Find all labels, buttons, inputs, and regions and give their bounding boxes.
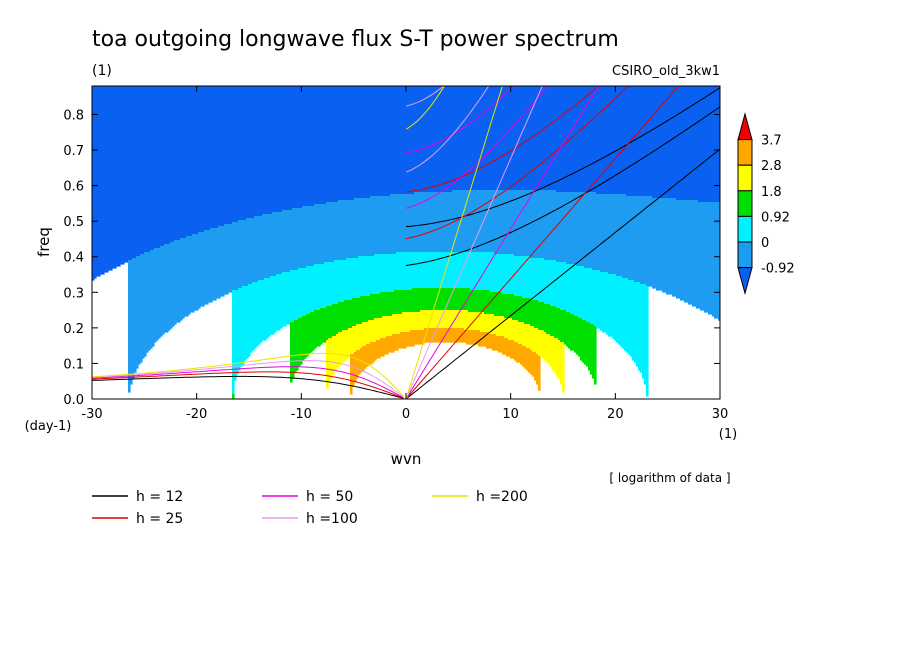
y-tick-label: 0.7 (63, 144, 84, 159)
rossby-curve (92, 375, 404, 399)
y-tick-label: 0.4 (63, 251, 84, 266)
inertia-gravity-n1-curve (405, 86, 630, 240)
colorbar-swatch (737, 215, 753, 243)
y-axis-label: freq (35, 227, 53, 257)
contour-fill (92, 86, 720, 399)
inertia-gravity-n2-curve (405, 86, 515, 154)
kelvin-curve (405, 86, 680, 399)
rossby-curve (92, 352, 404, 397)
legend-label: h = 50 (306, 489, 353, 505)
axes: -30 -20 -10 0 10 20 30 0.0 0.1 0.2 0.3 0.4 0.5 0.6 0.7… (63, 86, 728, 422)
colorbar-label: 1.8 (761, 185, 782, 200)
inertia-gravity-n2-curve (405, 86, 600, 193)
kelvin-curve (405, 148, 720, 399)
x-tick-label: -10 (291, 407, 312, 422)
x-tick-label: 0 (402, 407, 410, 422)
inertia-gravity-n1-curve (405, 106, 720, 266)
legend-label: h = 25 (136, 511, 183, 527)
colorbar-swatch (737, 139, 753, 166)
inertia-gravity-n1-curve (405, 86, 548, 209)
kelvin-curve (405, 86, 543, 399)
inertia-gravity-n2-curve (405, 87, 720, 228)
dispersion-curves (92, 86, 720, 399)
colorbar-bottom-arrow (737, 267, 753, 296)
colorbar-swatch (737, 164, 753, 192)
x-tick-label: 20 (607, 407, 624, 422)
rossby-curve (92, 371, 404, 399)
y-tick-label: 0.3 (63, 286, 84, 301)
x-tick-label: 30 (712, 407, 729, 422)
inertia-gravity-n1-curve (405, 86, 490, 173)
y-tick-label: 0.5 (63, 215, 84, 230)
chart-title: toa outgoing longwave flux S-T power spe… (92, 27, 619, 52)
legend-label: h =200 (476, 489, 528, 505)
x-axis-unit: (1) (719, 427, 737, 442)
y-tick-label: 0.6 (63, 180, 84, 195)
x-tick-label: -20 (186, 407, 207, 422)
kelvin-curve (405, 86, 503, 399)
legend-label: h = 12 (136, 489, 183, 505)
x-axis-label: wvn (391, 450, 422, 468)
colorbar-label: 3.7 (761, 134, 782, 149)
kelvin-curve (405, 86, 600, 399)
colorbar-label: 0.92 (761, 210, 790, 225)
legend-label: h =100 (306, 511, 358, 527)
x-tick-label: 10 (502, 407, 519, 422)
dataset-label: CSIRO_old_3kw1 (612, 64, 720, 79)
colorbar-label: 0 (761, 236, 769, 251)
colorbar-top-arrow (737, 112, 753, 141)
rossby-curve (92, 366, 404, 399)
y-tick-label: 0.0 (63, 393, 84, 408)
title-unit: (1) (92, 63, 112, 79)
legend: h = 12 h = 25 h = 50 h =100 h =200 (92, 489, 528, 527)
colorbar-label: 2.8 (761, 159, 782, 174)
x-tick-label: -30 (81, 407, 102, 422)
y-tick-label: 0.8 (63, 108, 84, 123)
logarithm-note: [ logarithm of data ] (609, 471, 730, 485)
rossby-curve (92, 360, 404, 398)
y-axis-unit: (day-1) (25, 419, 72, 434)
colorbar-swatch (737, 190, 753, 217)
colorbar-label: -0.92 (761, 262, 795, 277)
colorbar-swatch (737, 241, 753, 269)
y-tick-label: 0.2 (63, 322, 84, 337)
colorbar: 3.7 2.8 1.8 0.92 0 -0.92 (737, 112, 795, 296)
y-tick-label: 0.1 (63, 357, 84, 372)
